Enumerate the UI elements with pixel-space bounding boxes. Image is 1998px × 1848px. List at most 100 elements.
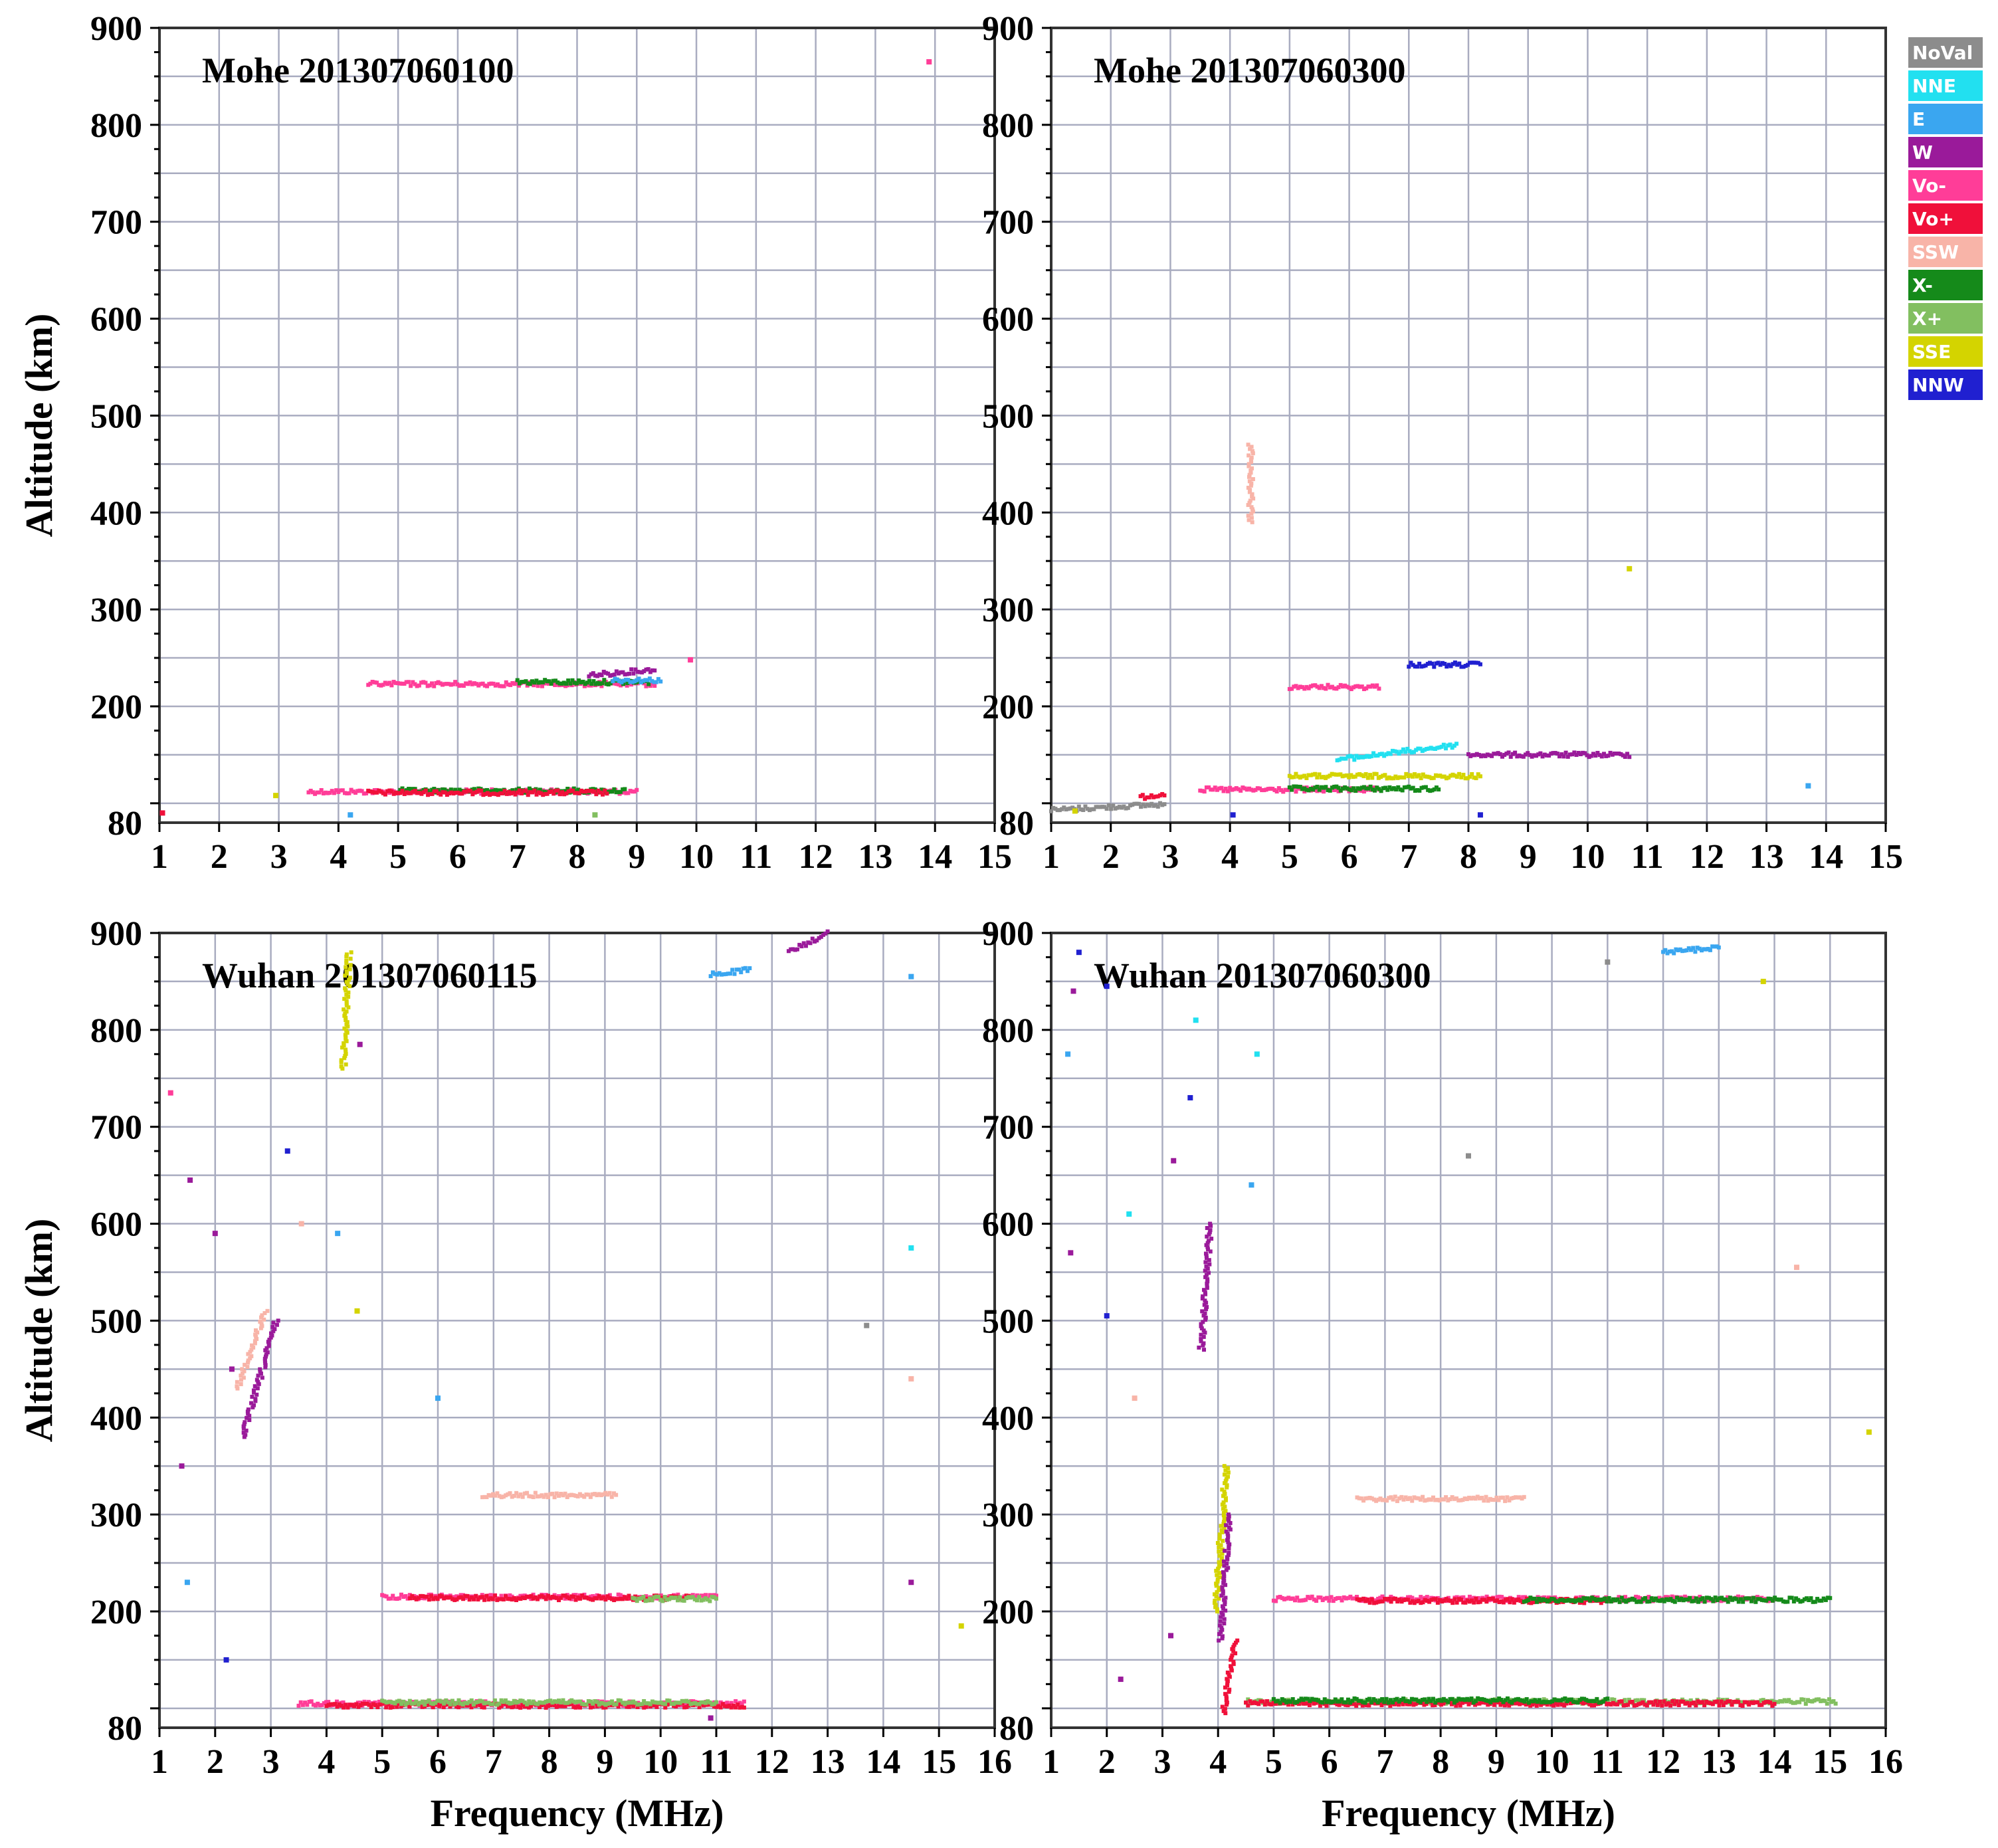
echo-point: [1560, 1597, 1565, 1602]
echo-point: [1743, 1596, 1748, 1601]
echo-point: [1378, 1496, 1383, 1501]
echo-point: [1281, 789, 1286, 794]
echo-point: [458, 1595, 463, 1599]
echo-point: [1583, 1700, 1588, 1704]
isolated-point: [1068, 1250, 1074, 1256]
echo-point: [407, 791, 411, 795]
echo-point: [418, 1700, 423, 1705]
echo-point: [1534, 754, 1538, 758]
echo-point: [1285, 787, 1290, 792]
echo-point: [1147, 803, 1151, 808]
echo-point: [1213, 785, 1217, 790]
y-tick-label: 80: [108, 1710, 142, 1748]
echo-point: [1397, 1597, 1402, 1602]
echo-point: [1410, 1595, 1415, 1600]
echo-point: [1796, 1597, 1801, 1602]
echo-point: [1201, 1294, 1205, 1298]
echo-point: [1473, 1698, 1478, 1703]
echo-point: [506, 682, 510, 687]
legend-item: SSW: [1908, 237, 1983, 267]
echo-point: [454, 1704, 459, 1709]
echo-point: [427, 1702, 431, 1707]
x-tick-label: 5: [389, 838, 407, 876]
echo-point: [1254, 1701, 1259, 1706]
x-tick-label: 4: [1221, 838, 1239, 876]
echo-point: [1383, 785, 1388, 790]
echo-point: [714, 1596, 718, 1601]
echo-point: [552, 1595, 557, 1599]
echo-point: [1605, 1702, 1609, 1706]
echo-point: [1222, 1621, 1227, 1626]
echo-point: [713, 972, 718, 976]
echo-point: [1431, 1703, 1435, 1708]
echo-point: [1619, 1597, 1623, 1602]
echo-point: [365, 1701, 369, 1706]
echo-point: [1611, 1700, 1615, 1705]
echo-point: [607, 1700, 612, 1705]
echo-point: [1223, 1595, 1228, 1600]
echo-point: [1677, 1597, 1682, 1602]
echo-point: [1698, 1594, 1702, 1599]
legend-label: E: [1912, 108, 1925, 130]
echo-point: [1550, 1699, 1555, 1704]
echo-point: [1222, 1559, 1227, 1564]
echo-point: [454, 1700, 459, 1705]
echo-point: [1224, 1698, 1229, 1702]
echo-point: [1761, 1700, 1766, 1705]
echo-point: [1791, 1599, 1796, 1603]
echo-point: [1740, 1704, 1745, 1708]
echo-point: [692, 1701, 697, 1706]
echo-point: [1354, 1703, 1359, 1708]
echo-point: [1454, 742, 1459, 746]
echo-point: [1591, 1703, 1596, 1708]
echo-point: [1495, 1595, 1500, 1599]
echo-point: [1383, 1596, 1387, 1601]
echo-point: [421, 790, 426, 795]
echo-point: [581, 789, 586, 794]
echo-point: [1413, 665, 1417, 669]
echo-point: [593, 1596, 597, 1601]
echo-point: [692, 1597, 697, 1601]
echo-point: [1770, 1703, 1775, 1708]
echo-point: [1411, 785, 1415, 790]
echo-point: [1454, 774, 1459, 779]
echo-point: [1401, 1696, 1406, 1701]
echo-point: [1444, 746, 1449, 751]
echo-point: [1717, 1703, 1722, 1708]
echo-point: [1252, 1700, 1256, 1704]
echo-point: [1213, 1592, 1217, 1597]
y-tick-label: 300: [982, 1496, 1034, 1534]
echo-point: [1704, 1595, 1709, 1600]
echo-point: [1216, 1566, 1221, 1571]
echo-point: [449, 682, 453, 687]
isolated-point: [223, 1657, 229, 1663]
echo-point: [1201, 1288, 1206, 1292]
echo-point: [1415, 774, 1419, 779]
echo-point: [1418, 746, 1423, 751]
echo-point: [575, 1704, 580, 1709]
echo-point: [1460, 1498, 1465, 1502]
echo-point: [538, 1700, 542, 1704]
echo-point: [595, 680, 600, 685]
echo-point: [1220, 1604, 1225, 1609]
echo-point: [480, 1495, 485, 1500]
echo-point: [429, 1593, 434, 1598]
echo-point: [1638, 1596, 1643, 1601]
isolated-point: [1193, 1017, 1199, 1023]
echo-point: [1486, 1596, 1491, 1601]
echo-point: [1386, 1700, 1391, 1705]
echo-point: [1225, 1700, 1229, 1705]
echo-point: [1475, 1494, 1480, 1499]
echo-point: [1311, 683, 1316, 688]
echo-point: [1481, 753, 1486, 758]
echo-point: [1229, 1664, 1233, 1669]
echo-point: [510, 1705, 514, 1710]
echo-point: [1219, 1610, 1224, 1615]
echo-point: [1688, 948, 1693, 952]
echo-point: [497, 1597, 502, 1601]
echo-point: [1380, 1696, 1385, 1701]
isolated-point: [592, 812, 598, 818]
echo-point: [242, 1435, 247, 1439]
echo-point: [1429, 776, 1434, 781]
